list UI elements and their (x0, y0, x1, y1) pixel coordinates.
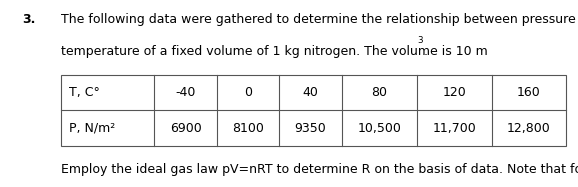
Text: 3.: 3. (22, 13, 35, 26)
Text: .: . (424, 45, 428, 58)
Text: 11,700: 11,700 (432, 122, 476, 135)
Text: 6900: 6900 (170, 122, 202, 135)
Text: T, C°: T, C° (69, 86, 100, 99)
Text: P, N/m²: P, N/m² (69, 122, 116, 135)
Text: 40: 40 (302, 86, 318, 99)
Text: 10,500: 10,500 (357, 122, 401, 135)
Text: 12,800: 12,800 (507, 122, 551, 135)
Text: 0: 0 (244, 86, 252, 99)
Text: 9350: 9350 (295, 122, 327, 135)
Text: temperature of a fixed volume of 1 kg nitrogen. The volume is 10 m: temperature of a fixed volume of 1 kg ni… (61, 45, 487, 58)
Text: 8100: 8100 (232, 122, 264, 135)
Text: 80: 80 (371, 86, 387, 99)
Text: The following data were gathered to determine the relationship between pressure : The following data were gathered to dete… (61, 13, 578, 26)
Text: -40: -40 (175, 86, 196, 99)
Text: 160: 160 (517, 86, 541, 99)
Text: Employ the ideal gas law pV=nRT to determine R on the basis of data. Note that f: Employ the ideal gas law pV=nRT to deter… (61, 163, 578, 176)
Text: 3: 3 (417, 36, 423, 45)
Text: 120: 120 (442, 86, 466, 99)
